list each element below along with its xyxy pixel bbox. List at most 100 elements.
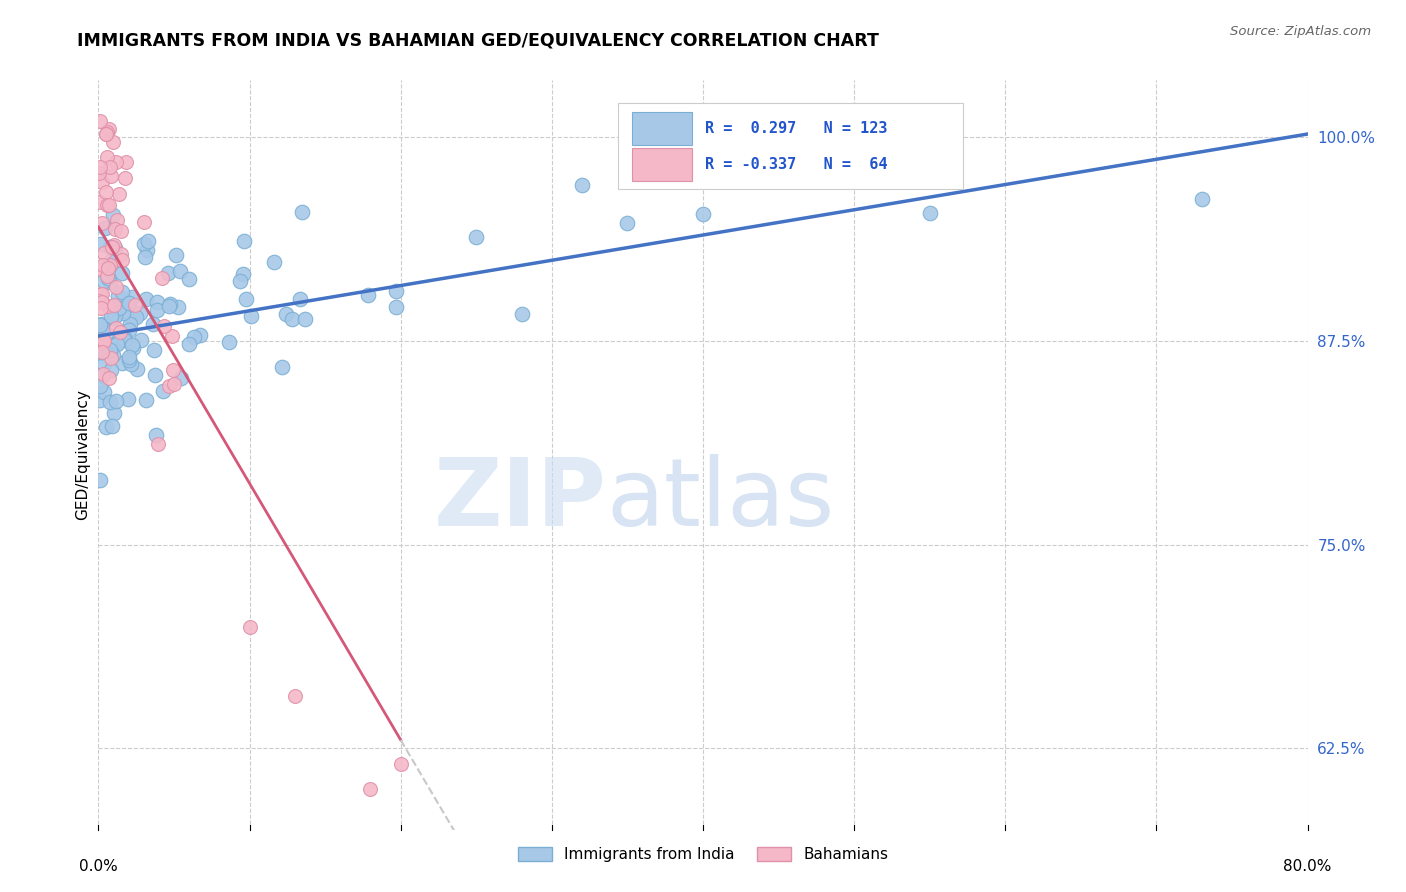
Point: [142, 317, 165, 331]
Text: 80.0%: 80.0%: [1284, 859, 1331, 874]
Point: [105, 336, 128, 351]
Point: [89, 166, 111, 180]
Point: [94, 127, 117, 141]
Point: [90, 261, 112, 276]
Point: [1191, 193, 1213, 207]
Point: [232, 268, 254, 282]
Point: [91, 258, 114, 272]
Point: [122, 341, 145, 355]
Point: [134, 215, 156, 229]
Point: [101, 136, 124, 150]
Point: [135, 392, 157, 407]
Point: [145, 302, 167, 317]
FancyBboxPatch shape: [619, 103, 963, 189]
Point: [112, 298, 135, 312]
Point: [239, 620, 262, 634]
Point: [100, 169, 122, 183]
Point: [152, 270, 174, 285]
Point: [114, 332, 136, 346]
Point: [159, 297, 181, 311]
Point: [276, 307, 298, 321]
Point: [152, 318, 174, 333]
Point: [117, 392, 139, 406]
Point: [136, 243, 159, 257]
Point: [143, 343, 166, 357]
Point: [165, 248, 187, 262]
Point: [118, 323, 141, 337]
Point: [118, 296, 141, 310]
Point: [143, 368, 166, 383]
Point: [145, 428, 167, 442]
Point: [98, 160, 121, 174]
Point: [844, 123, 866, 137]
Point: [120, 358, 142, 372]
Point: [385, 300, 408, 314]
Point: [96, 127, 118, 141]
Point: [229, 274, 252, 288]
Point: [120, 318, 142, 332]
Point: [89, 236, 111, 251]
Point: [89, 294, 111, 309]
Point: [157, 299, 180, 313]
Point: [103, 309, 125, 323]
Point: [384, 284, 406, 298]
Point: [104, 222, 127, 236]
Point: [111, 285, 134, 300]
Point: [100, 310, 122, 324]
Text: R =  0.297   N = 123: R = 0.297 N = 123: [706, 120, 889, 136]
Point: [100, 362, 122, 376]
Point: [121, 337, 143, 351]
Point: [89, 114, 111, 128]
Point: [90, 317, 112, 331]
Point: [97, 271, 120, 285]
Point: [125, 310, 148, 325]
Point: [105, 393, 128, 408]
Point: [105, 155, 128, 169]
Point: [89, 473, 111, 487]
Point: [118, 352, 141, 367]
Point: [111, 252, 134, 267]
Point: [111, 267, 134, 281]
Point: [103, 298, 125, 312]
Text: atlas: atlas: [606, 454, 835, 546]
Point: [177, 272, 200, 286]
Point: [148, 437, 170, 451]
Point: [124, 298, 146, 312]
Text: R = -0.337   N =  64: R = -0.337 N = 64: [706, 157, 889, 171]
Point: [240, 309, 263, 323]
Point: [157, 378, 180, 392]
Point: [98, 276, 121, 290]
Point: [93, 274, 115, 288]
Point: [118, 309, 141, 323]
Point: [290, 293, 312, 307]
Point: [129, 306, 152, 320]
Y-axis label: GED/Equivalency: GED/Equivalency: [75, 390, 90, 520]
Point: [170, 371, 193, 385]
Point: [91, 368, 114, 383]
Point: [294, 312, 316, 326]
Point: [96, 125, 118, 139]
Point: [121, 290, 143, 304]
Point: [90, 287, 112, 301]
Point: [96, 198, 118, 212]
Point: [110, 224, 132, 238]
Point: [94, 420, 117, 434]
Point: [111, 306, 134, 320]
FancyBboxPatch shape: [631, 148, 692, 181]
Point: [129, 333, 152, 347]
Point: [179, 336, 201, 351]
Point: [110, 247, 132, 261]
Point: [146, 295, 169, 310]
Point: [93, 221, 115, 235]
Point: [103, 237, 125, 252]
Point: [89, 393, 111, 408]
Point: [125, 361, 148, 376]
Point: [100, 342, 122, 356]
Point: [183, 330, 205, 344]
Text: Source: ZipAtlas.com: Source: ZipAtlas.com: [1230, 25, 1371, 38]
Point: [96, 269, 118, 284]
Point: [90, 175, 112, 189]
Point: [94, 185, 117, 199]
Point: [190, 328, 212, 343]
Point: [108, 326, 131, 340]
